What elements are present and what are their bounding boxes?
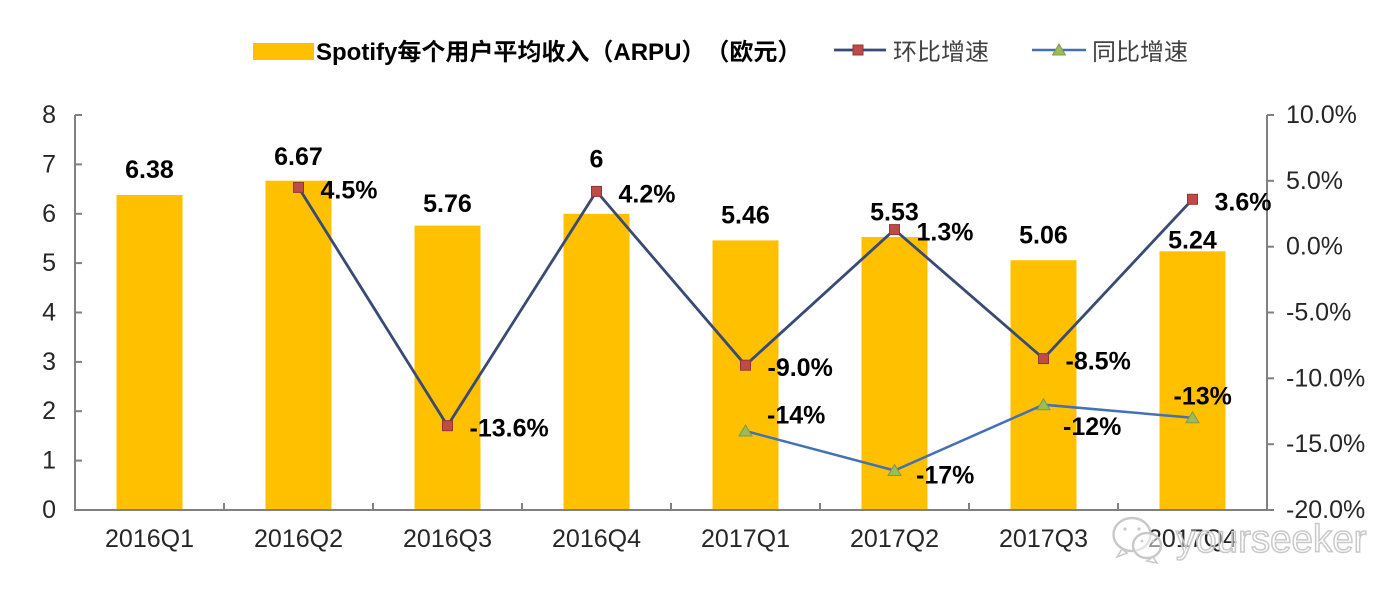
svg-text:8: 8 [42, 101, 56, 129]
svg-text:5.24: 5.24 [1168, 227, 1217, 255]
svg-text:0.0%: 0.0% [1286, 233, 1343, 261]
svg-text:2016Q3: 2016Q3 [403, 525, 492, 553]
svg-text:7: 7 [42, 150, 56, 178]
svg-text:5.46: 5.46 [721, 202, 770, 230]
svg-text:-8.5%: -8.5% [1066, 348, 1131, 376]
svg-text:6.67: 6.67 [274, 143, 323, 171]
svg-text:4.2%: 4.2% [619, 180, 676, 208]
svg-text:6.38: 6.38 [125, 156, 174, 184]
svg-text:yourseeker: yourseeker [1176, 518, 1367, 561]
svg-text:-12%: -12% [1063, 413, 1121, 441]
svg-text:5.0%: 5.0% [1286, 167, 1343, 195]
svg-text:2017Q4: 2017Q4 [1148, 525, 1237, 553]
svg-text:6: 6 [590, 146, 604, 174]
svg-text:2016Q1: 2016Q1 [105, 525, 194, 553]
svg-text:-10.0%: -10.0% [1286, 364, 1365, 392]
svg-text:0: 0 [42, 496, 56, 524]
svg-text:2017Q1: 2017Q1 [701, 525, 790, 553]
svg-text:4.5%: 4.5% [321, 176, 378, 204]
svg-text:5.06: 5.06 [1019, 221, 1068, 249]
svg-text:-14%: -14% [767, 402, 825, 430]
svg-text:-5.0%: -5.0% [1286, 299, 1351, 327]
svg-text:2017Q3: 2017Q3 [999, 525, 1088, 553]
svg-text:-13%: -13% [1174, 383, 1232, 411]
svg-text:-17%: -17% [916, 461, 974, 489]
svg-text:Spotify: Spotify [316, 39, 398, 66]
svg-text:5.76: 5.76 [423, 190, 472, 218]
svg-text:2016Q2: 2016Q2 [254, 525, 343, 553]
svg-text:3: 3 [42, 348, 56, 376]
svg-text:5.53: 5.53 [870, 199, 919, 227]
svg-text:-15.0%: -15.0% [1286, 430, 1365, 458]
svg-text:10.0%: 10.0% [1286, 101, 1357, 129]
svg-text:1.3%: 1.3% [917, 219, 974, 247]
svg-text:6: 6 [42, 200, 56, 228]
svg-text:-13.6%: -13.6% [470, 415, 549, 443]
svg-text:3.6%: 3.6% [1215, 188, 1272, 216]
svg-text:-9.0%: -9.0% [768, 354, 833, 382]
svg-text:2016Q4: 2016Q4 [552, 525, 641, 553]
svg-text:1: 1 [42, 447, 56, 475]
svg-text:-20.0%: -20.0% [1286, 496, 1365, 524]
svg-text:4: 4 [42, 299, 56, 327]
svg-text:2017Q2: 2017Q2 [850, 525, 939, 553]
svg-text:ARPU: ARPU [613, 39, 681, 66]
svg-text:5: 5 [42, 249, 56, 277]
svg-text:2: 2 [42, 397, 56, 425]
